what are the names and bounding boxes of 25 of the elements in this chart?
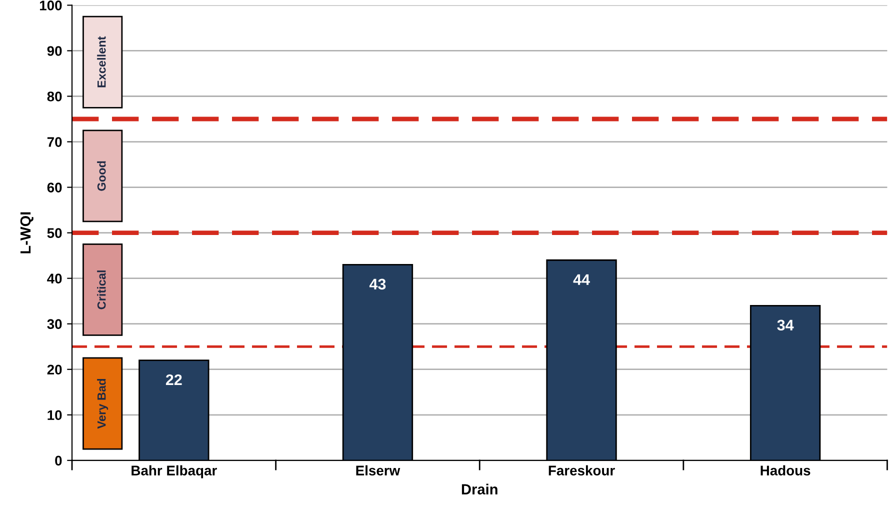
x-tick-label: Fareskour [548,465,615,476]
annotation: Critical [97,270,106,310]
y-tick-label: 90 [47,46,62,56]
y-tick-label: 80 [47,92,62,102]
annotation: Good [97,161,106,191]
annotation: Very Bad [97,379,108,429]
x-axis-title: Drain [462,484,498,494]
y-tick-label: 30 [47,319,62,330]
data-label: 43 [369,278,386,290]
y-tick-label: 0 [55,456,62,466]
y-tick-label: 40 [47,274,62,284]
data-label: 44 [573,274,590,285]
x-tick-label: Bahr Elbaqar [132,465,217,478]
data-label: 34 [777,320,794,331]
y-tick-label: 60 [47,182,62,192]
y-tick-label: 10 [48,410,62,420]
y-tick-label: 20 [47,364,62,375]
x-tick-label: Elserw [356,465,400,476]
annotation: Excellent [97,36,106,88]
y-axis-title: L-WQI [20,212,34,254]
data-label: 22 [166,374,182,385]
y-tick-label: 70 [47,137,62,147]
x-tick-label: Hadous [760,465,810,476]
y-tick-label: 50 [47,228,62,238]
y-tick-label: 100 [40,0,62,10]
